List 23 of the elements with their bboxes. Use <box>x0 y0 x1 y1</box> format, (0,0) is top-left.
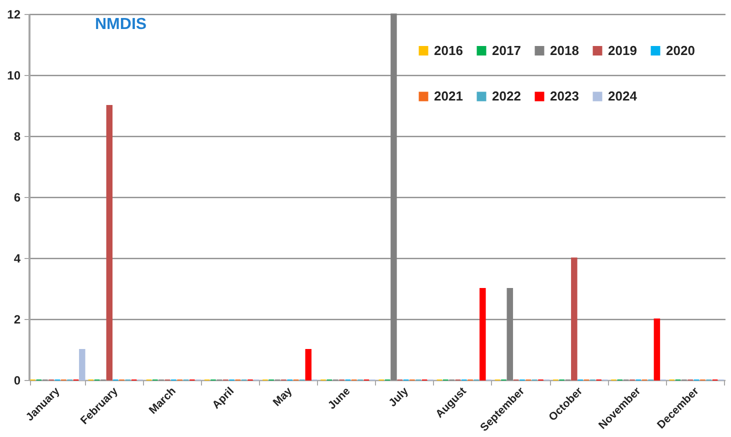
bar <box>480 288 486 380</box>
y-tick-label: 12 <box>7 8 21 22</box>
legend-label: 2021 <box>434 88 463 104</box>
legend-label: 2016 <box>434 42 463 58</box>
y-tick-label: 6 <box>14 190 21 204</box>
legend-label: 2023 <box>550 88 579 104</box>
y-tick-label: 0 <box>14 374 21 388</box>
bar <box>305 349 312 380</box>
bar <box>571 258 578 380</box>
legend-label: 2022 <box>492 88 521 104</box>
legend-label: 2019 <box>608 42 637 58</box>
y-tick-label: 8 <box>14 130 21 144</box>
legend-label: 2020 <box>666 42 695 58</box>
y-tick-label: 4 <box>14 252 21 266</box>
legend-label: 2024 <box>608 88 638 104</box>
legend-label: 2018 <box>550 42 579 58</box>
bar <box>106 105 113 380</box>
bar <box>79 349 86 380</box>
y-tick-label: 2 <box>14 312 21 326</box>
chart-title: NMDIS <box>95 16 147 33</box>
y-tick-label: 10 <box>7 68 21 82</box>
bar <box>654 318 660 380</box>
legend-label: 2017 <box>492 42 521 58</box>
